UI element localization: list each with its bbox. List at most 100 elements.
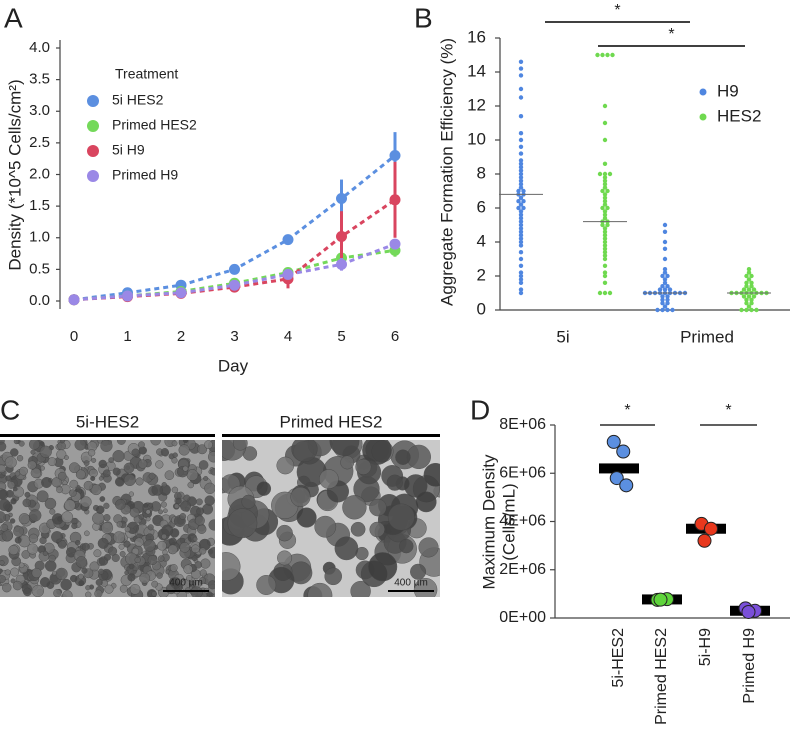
data-point — [518, 209, 524, 214]
cell-aggregate — [51, 531, 63, 543]
cell-aggregate — [151, 580, 159, 588]
cell-aggregate — [195, 498, 203, 506]
data-point — [662, 256, 668, 262]
data-point — [660, 297, 665, 302]
cell-aggregate — [334, 536, 359, 561]
data-point — [602, 263, 608, 268]
data-point — [602, 216, 608, 221]
data-point — [518, 59, 524, 64]
cell-aggregate — [204, 440, 213, 450]
data-point — [744, 273, 749, 279]
cell-aggregate — [174, 503, 180, 509]
data-point — [518, 158, 524, 163]
x-tick-label: Primed HES2 — [653, 628, 670, 725]
cell-aggregate — [129, 507, 140, 518]
cell-aggregate — [423, 462, 440, 487]
data-point — [746, 304, 752, 309]
cell-aggregate — [81, 567, 88, 574]
data-point — [609, 471, 624, 486]
data-point — [602, 171, 608, 177]
data-point — [662, 222, 668, 228]
x-tick-label: 5i-HES2 — [610, 628, 627, 688]
cell-aggregate — [160, 448, 169, 457]
data-point — [662, 304, 668, 309]
data-point — [657, 287, 663, 292]
data-point — [518, 182, 524, 187]
data-point — [605, 52, 610, 58]
data-point — [662, 246, 668, 251]
data-point — [607, 290, 613, 296]
cell-aggregate — [74, 440, 87, 451]
y-tick-label: 0.5 — [29, 260, 50, 277]
cell-aggregate — [232, 440, 248, 451]
cell-aggregate — [60, 578, 72, 591]
y-tick-label: 2.5 — [29, 134, 50, 151]
cell-aggregate — [241, 494, 256, 509]
data-point — [518, 226, 524, 231]
y-tick-label: 0E+00 — [499, 609, 546, 626]
cell-aggregate — [188, 580, 196, 588]
cell-aggregate — [167, 544, 178, 555]
cell-aggregate — [162, 549, 168, 556]
cell-aggregate — [147, 524, 154, 531]
cell-aggregate — [95, 505, 105, 514]
cell-aggregate — [64, 455, 69, 461]
data-point — [602, 175, 608, 180]
cell-aggregate — [160, 501, 167, 508]
data-point — [662, 280, 668, 285]
cell-aggregate — [71, 522, 78, 530]
y-tick-label: 4.0 — [29, 39, 50, 56]
data-point — [518, 171, 524, 177]
cell-aggregate — [83, 460, 90, 467]
data-point — [518, 151, 524, 156]
x-tick-label: 3 — [230, 328, 238, 345]
cell-aggregate — [12, 486, 18, 492]
data-point — [749, 284, 754, 289]
y-tick-label: 4E+06 — [499, 513, 546, 530]
cell-aggregate — [27, 543, 39, 555]
cell-aggregate — [41, 477, 53, 488]
data-point — [619, 478, 634, 493]
x-tick-label: 0 — [70, 328, 78, 345]
data-point — [749, 307, 754, 313]
cell-aggregate — [169, 577, 178, 586]
cell-aggregate — [204, 482, 215, 495]
cell-aggregate — [29, 509, 42, 522]
cell-aggregate — [1, 530, 13, 542]
cell-aggregate — [85, 585, 91, 591]
micrograph — [0, 440, 215, 597]
cell-aggregate — [68, 462, 80, 474]
cell-aggregate — [418, 537, 439, 558]
x-tick-label: 5i-H9 — [697, 628, 714, 666]
cell-aggregate — [16, 454, 24, 462]
legend-label: H9 — [717, 81, 739, 100]
data-point — [662, 277, 668, 282]
data-point — [518, 165, 524, 170]
data-point — [602, 178, 608, 183]
cell-aggregate — [318, 469, 339, 489]
cell-aggregate — [28, 440, 40, 450]
cell-aggregate — [340, 455, 355, 470]
image-label: Primed HES2 — [280, 412, 383, 431]
data-point — [667, 287, 673, 292]
data-point — [602, 236, 608, 241]
data-point — [602, 185, 608, 190]
cell-aggregate — [138, 441, 145, 449]
cell-aggregate — [350, 521, 366, 537]
data-point — [602, 120, 608, 126]
cell-aggregate — [56, 486, 63, 494]
cell-aggregate — [386, 474, 403, 491]
cell-aggregate — [157, 540, 167, 551]
micrograph — [222, 440, 440, 597]
cell-aggregate — [123, 462, 135, 474]
cell-aggregate — [168, 537, 177, 546]
data-point — [122, 290, 133, 302]
cell-aggregate — [192, 536, 198, 542]
cell-aggregate — [171, 486, 179, 494]
data-point — [229, 279, 240, 291]
cell-aggregate — [290, 486, 311, 507]
data-point — [518, 236, 524, 241]
x-tick-label: 5 — [337, 328, 345, 345]
y-tick-label: 8 — [477, 163, 486, 182]
x-tick-label: Primed — [680, 327, 734, 346]
